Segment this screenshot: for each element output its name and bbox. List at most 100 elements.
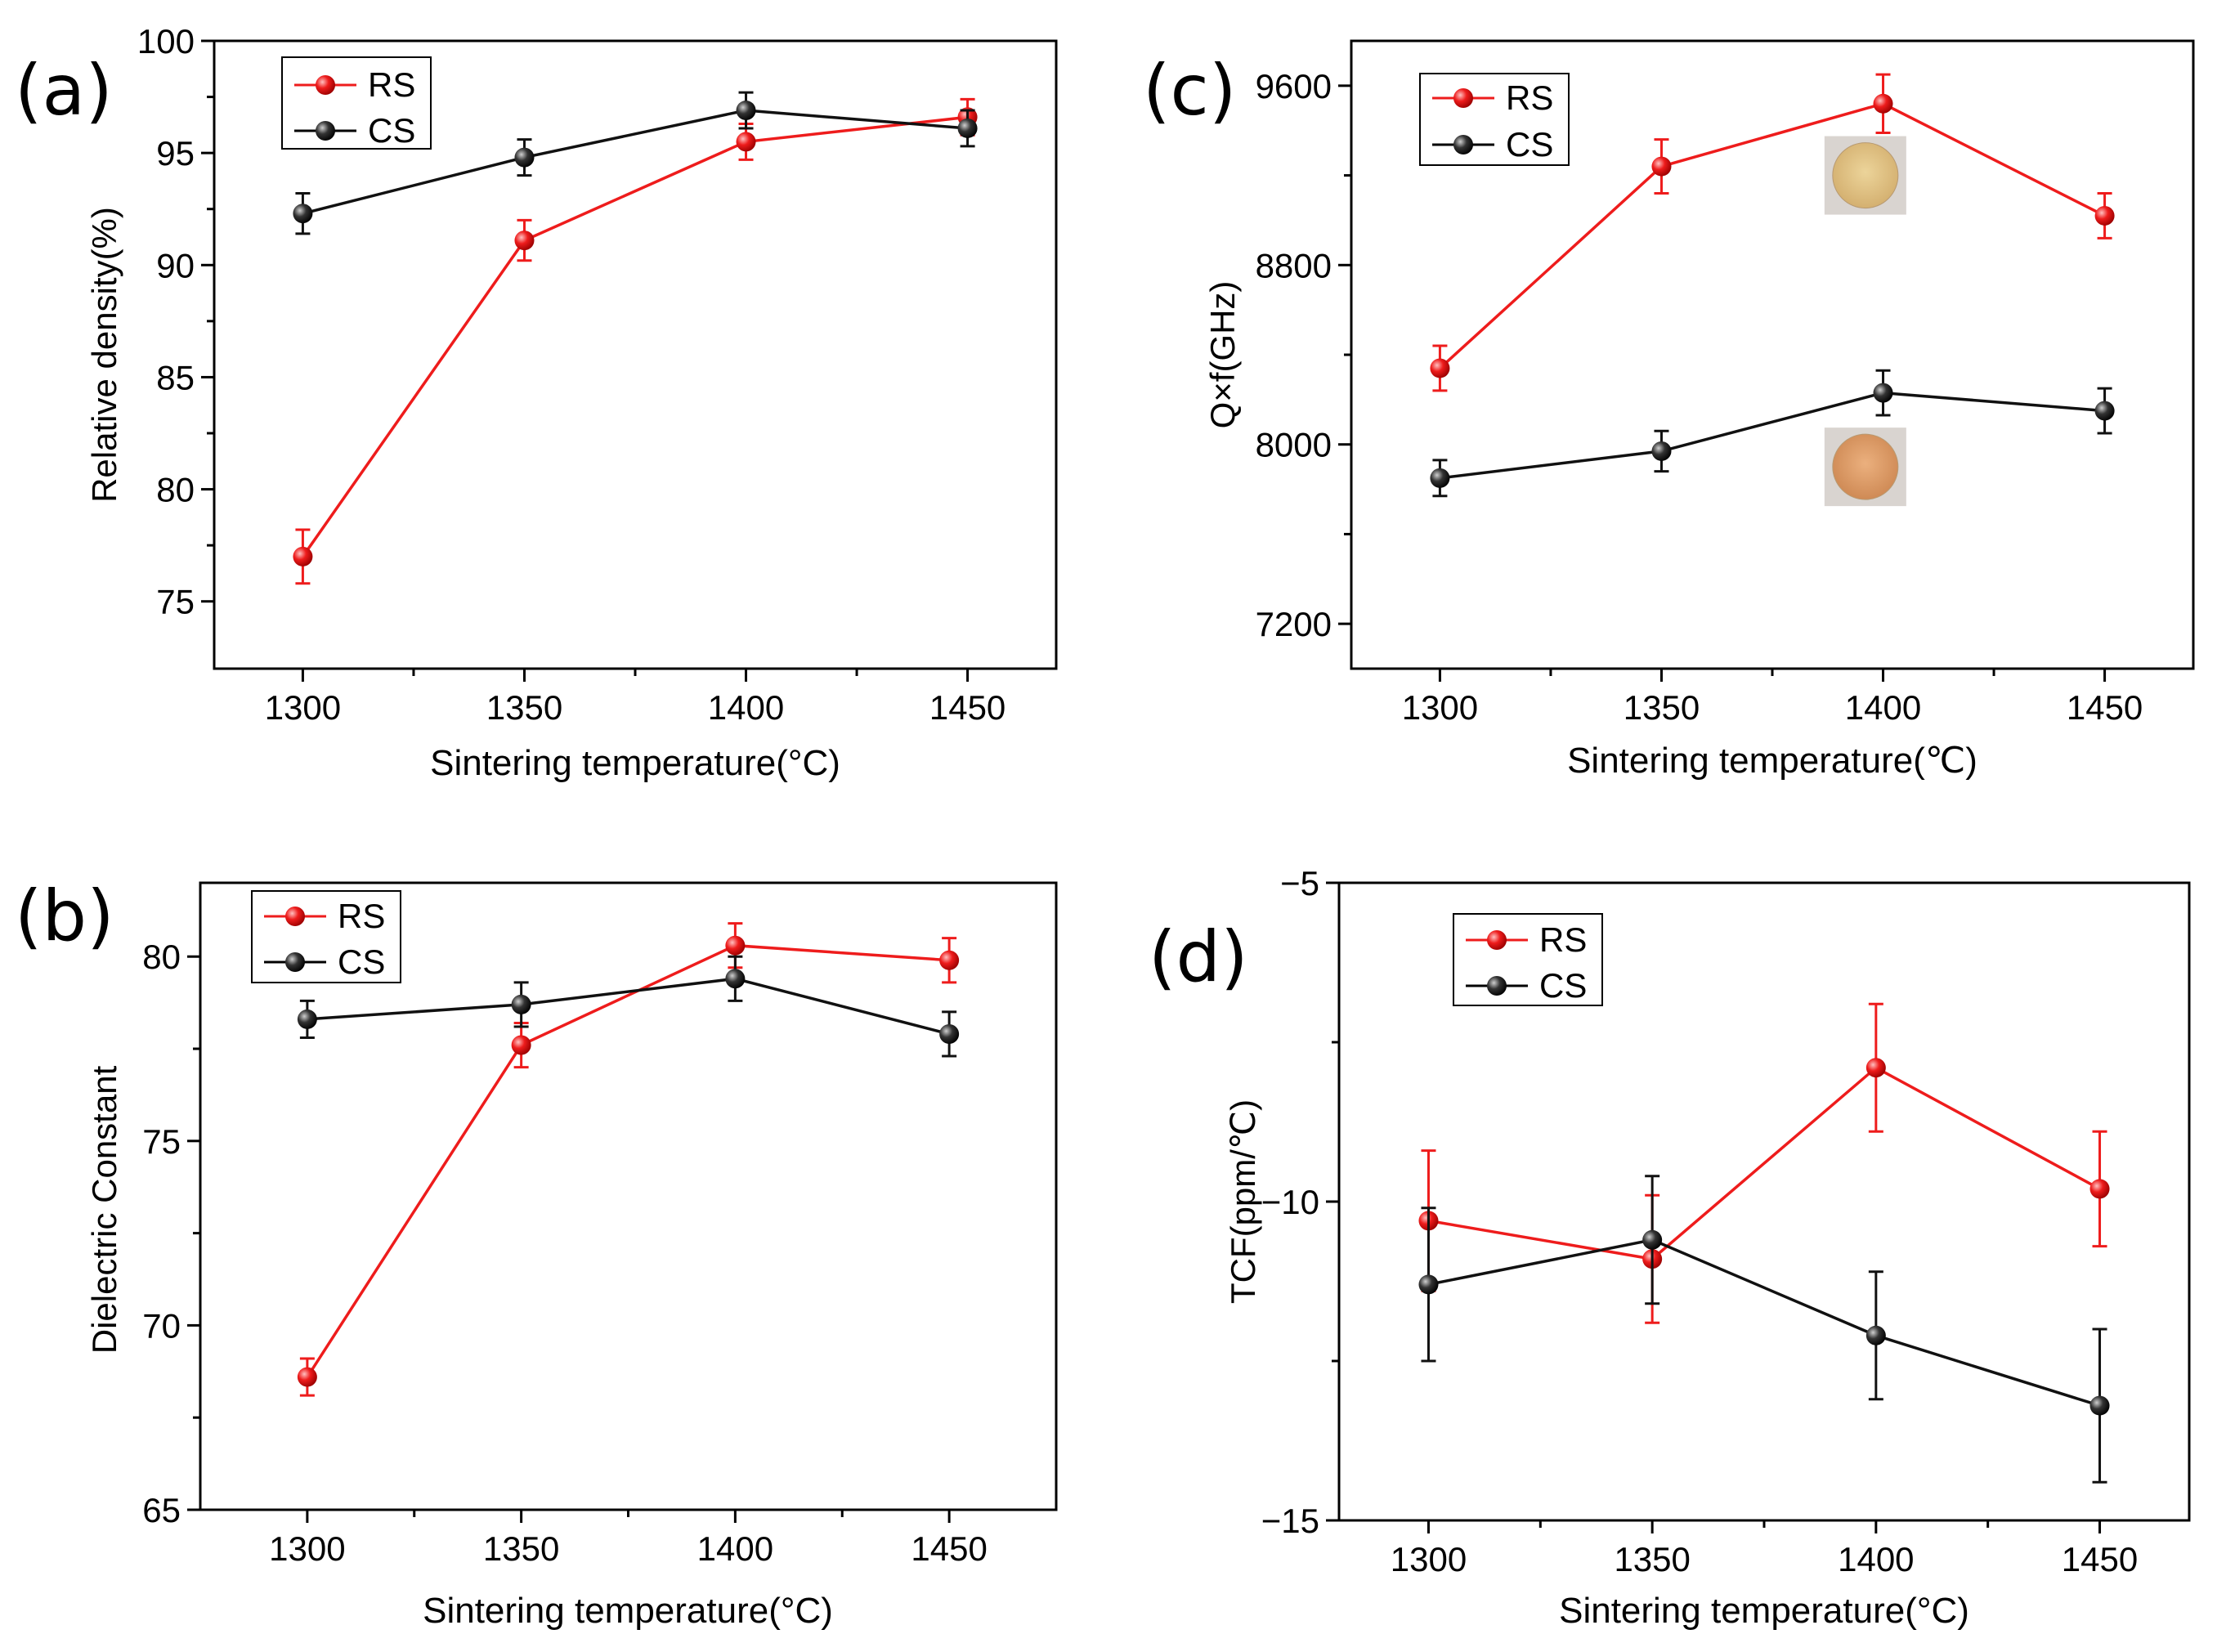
- panel-a-legend: RS CS: [281, 56, 432, 150]
- panel-d-legend: RS CS: [1453, 913, 1603, 1006]
- legend-label-cs: CS: [1506, 125, 1553, 163]
- data-point-cs: [1865, 1325, 1886, 1345]
- panel-a: (a) 1300 1350 1400 1450 75 80 85 90 95 100 Sinter…: [15, 22, 1058, 783]
- data-point-rs: [1865, 1058, 1886, 1078]
- legend-marker-rs: [285, 907, 305, 926]
- x-tick-label: 1300: [269, 1529, 345, 1568]
- panel-c-series: [1430, 73, 2115, 498]
- panel-d-legend-box: [1453, 913, 1603, 1006]
- series-line-cs: [1440, 391, 2105, 480]
- panel-b-ylabel: Dielectric Constant: [85, 1065, 123, 1354]
- series-line-cs: [307, 977, 950, 1036]
- data-point-rs: [736, 132, 756, 152]
- legend-label-rs: RS: [1539, 920, 1587, 959]
- data-point-cs: [514, 147, 535, 168]
- inset-photo-pellet: [1832, 433, 1899, 500]
- panel-c-legend-box: [1419, 73, 1570, 166]
- legend-marker-cs: [316, 121, 335, 141]
- data-point-cs: [293, 204, 313, 224]
- series-line-cs: [302, 109, 968, 215]
- x-tick-label: 1450: [2067, 688, 2143, 727]
- data-point-cs: [1651, 441, 1672, 461]
- x-tick-label: 1450: [929, 688, 1006, 727]
- panel-b-series: [297, 922, 960, 1397]
- legend-marker-rs: [316, 75, 335, 95]
- legend-label-rs: RS: [338, 897, 385, 935]
- y-tick-label: 7200: [1256, 605, 1332, 643]
- panel-d-label: (d): [1149, 916, 1248, 998]
- panel-b: (b) 1300 1350 1400 1450 65 70 75 80 Sintering t…: [15, 875, 1058, 1631]
- x-tick-label: 1350: [1624, 688, 1700, 727]
- panel-c-label: (c): [1143, 50, 1236, 132]
- pellet-cs-photo: [1824, 428, 1906, 507]
- panel-a-ticks: 1300 1350 1400 1450 75 80 85 90 95 100: [137, 22, 1006, 727]
- data-point-rs: [511, 1035, 531, 1055]
- panel-a-series: [293, 91, 978, 585]
- inset-photo-pellet: [1832, 142, 1899, 209]
- x-tick-label: 1400: [1838, 1540, 1914, 1578]
- y-tick-label: 95: [156, 134, 195, 172]
- data-point-rs: [297, 1367, 317, 1387]
- panel-b-ticks: 1300 1350 1400 1450 65 70 75 80: [142, 938, 988, 1568]
- y-tick-label: 80: [142, 938, 181, 976]
- y-tick-label: 75: [142, 1122, 181, 1161]
- legend-label-rs: RS: [1506, 78, 1553, 117]
- legend-marker-cs: [1487, 976, 1507, 996]
- y-tick-label: 80: [156, 471, 195, 509]
- y-tick-label: −10: [1261, 1183, 1319, 1221]
- panel-d: (d) 1300 1350 1400 1450 −15 −10 −5 Sintering t…: [1149, 864, 2191, 1631]
- x-tick-label: 1400: [697, 1529, 773, 1568]
- series-line-cs: [1428, 1238, 2101, 1408]
- x-tick-label: 1350: [1614, 1540, 1690, 1578]
- legend-label-cs: CS: [368, 111, 415, 150]
- x-tick-label: 1300: [1391, 1540, 1467, 1578]
- data-point-cs: [1430, 468, 1450, 488]
- series-line-rs: [306, 943, 950, 1378]
- data-point-cs: [1873, 383, 1893, 403]
- panel-a-ylabel: Relative density(%): [85, 207, 123, 503]
- y-tick-label: −15: [1261, 1502, 1319, 1540]
- y-tick-label: 70: [142, 1306, 181, 1345]
- data-point-cs: [2089, 1395, 2110, 1416]
- legend-label-cs: CS: [338, 942, 385, 981]
- data-point-cs: [1418, 1274, 1439, 1295]
- y-tick-label: 100: [137, 22, 195, 60]
- x-tick-label: 1300: [1402, 688, 1478, 727]
- x-tick-label: 1400: [1845, 688, 1921, 727]
- y-tick-label: 65: [142, 1491, 181, 1529]
- panel-b-xlabel: Sintering temperature(°C): [423, 1591, 833, 1631]
- panel-b-label: (b): [15, 875, 114, 957]
- data-point-rs: [514, 231, 535, 251]
- panel-b-legend: RS CS: [251, 890, 401, 983]
- x-tick-label: 1450: [911, 1529, 987, 1568]
- panel-c-ticks: 1300 1350 1400 1450 7200 8000 8800 9600: [1256, 67, 2143, 727]
- x-tick-label: 1400: [708, 688, 784, 727]
- series-line-rs: [1428, 1066, 2101, 1261]
- panel-a-label: (a): [15, 50, 113, 132]
- legend-marker-cs: [1453, 135, 1473, 154]
- data-point-cs: [511, 994, 531, 1014]
- y-tick-label: 85: [156, 358, 195, 396]
- data-point-rs: [1873, 93, 1893, 114]
- panel-d-xlabel: Sintering temperature(°C): [1559, 1591, 1969, 1631]
- data-point-rs: [293, 546, 313, 566]
- x-tick-label: 1350: [486, 688, 562, 727]
- data-point-cs: [957, 118, 978, 138]
- data-point-rs: [1651, 156, 1672, 177]
- data-point-cs: [1642, 1229, 1663, 1250]
- series-line-rs: [301, 115, 968, 557]
- data-point-rs: [1430, 358, 1450, 378]
- panel-d-ylabel: TCF(ppm/℃): [1224, 1099, 1262, 1304]
- pellet-rs-photo: [1824, 136, 1906, 215]
- panel-c-xlabel: Sintering temperature(℃): [1567, 741, 1977, 781]
- y-tick-label: 8000: [1256, 426, 1332, 464]
- data-point-rs: [725, 935, 746, 956]
- panel-a-legend-box: [281, 56, 432, 150]
- panel-c-ylabel: Q×f(GHz): [1203, 281, 1242, 429]
- legend-label-cs: CS: [1539, 966, 1587, 1005]
- legend-label-rs: RS: [368, 65, 415, 104]
- y-tick-label: 90: [156, 246, 195, 284]
- panel-d-series: [1418, 1002, 2110, 1484]
- data-point-cs: [297, 1009, 317, 1029]
